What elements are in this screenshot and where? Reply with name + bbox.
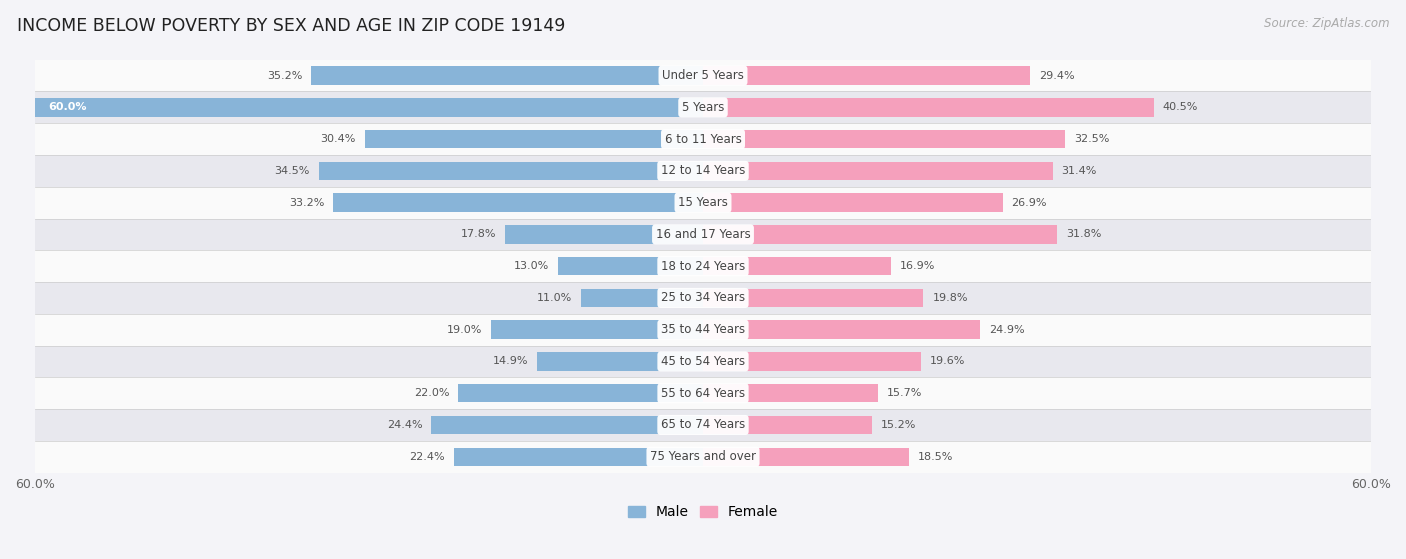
Bar [35, 219, 1371, 250]
Bar [703, 320, 980, 339]
Bar [35, 409, 1371, 441]
Bar [35, 155, 1371, 187]
Bar [703, 384, 877, 402]
Text: 18 to 24 Years: 18 to 24 Years [661, 260, 745, 273]
Bar [703, 67, 1031, 85]
Bar [703, 225, 1057, 244]
Text: 18.5%: 18.5% [918, 452, 953, 462]
Bar [35, 250, 1371, 282]
Bar [537, 352, 703, 371]
Bar [35, 123, 1371, 155]
Text: 35 to 44 Years: 35 to 44 Years [661, 323, 745, 336]
Text: 29.4%: 29.4% [1039, 70, 1074, 80]
Bar [35, 377, 1371, 409]
Text: 19.0%: 19.0% [447, 325, 482, 335]
Bar [492, 320, 703, 339]
Bar [364, 130, 703, 148]
Bar [458, 384, 703, 402]
Text: 19.6%: 19.6% [931, 357, 966, 367]
Bar [35, 282, 1371, 314]
Text: 19.8%: 19.8% [932, 293, 967, 303]
Bar [703, 352, 921, 371]
Text: 35.2%: 35.2% [267, 70, 302, 80]
Text: 24.4%: 24.4% [387, 420, 422, 430]
Text: 34.5%: 34.5% [274, 166, 309, 176]
Bar [703, 193, 1002, 212]
Bar [35, 187, 1371, 219]
Text: INCOME BELOW POVERTY BY SEX AND AGE IN ZIP CODE 19149: INCOME BELOW POVERTY BY SEX AND AGE IN Z… [17, 17, 565, 35]
Text: Source: ZipAtlas.com: Source: ZipAtlas.com [1264, 17, 1389, 30]
Text: Under 5 Years: Under 5 Years [662, 69, 744, 82]
Text: 15.7%: 15.7% [887, 388, 922, 398]
Legend: Male, Female: Male, Female [628, 505, 778, 519]
Bar [311, 67, 703, 85]
Text: 31.8%: 31.8% [1066, 229, 1101, 239]
Bar [319, 162, 703, 180]
Text: 11.0%: 11.0% [536, 293, 572, 303]
Bar [703, 162, 1053, 180]
Text: 26.9%: 26.9% [1011, 198, 1047, 207]
Text: 22.4%: 22.4% [409, 452, 444, 462]
Text: 45 to 54 Years: 45 to 54 Years [661, 355, 745, 368]
Bar [35, 98, 703, 117]
Text: 12 to 14 Years: 12 to 14 Years [661, 164, 745, 177]
Text: 22.0%: 22.0% [413, 388, 449, 398]
Text: 6 to 11 Years: 6 to 11 Years [665, 132, 741, 146]
Bar [703, 289, 924, 307]
Text: 13.0%: 13.0% [515, 261, 550, 271]
Bar [35, 441, 1371, 472]
Text: 65 to 74 Years: 65 to 74 Years [661, 419, 745, 432]
Text: 31.4%: 31.4% [1062, 166, 1097, 176]
Bar [432, 416, 703, 434]
Bar [703, 257, 891, 276]
Text: 75 Years and over: 75 Years and over [650, 450, 756, 463]
Bar [558, 257, 703, 276]
Text: 32.5%: 32.5% [1074, 134, 1109, 144]
Bar [35, 314, 1371, 345]
Text: 33.2%: 33.2% [290, 198, 325, 207]
Bar [333, 193, 703, 212]
Text: 24.9%: 24.9% [990, 325, 1025, 335]
Bar [703, 98, 1154, 117]
Bar [35, 60, 1371, 92]
Bar [581, 289, 703, 307]
Text: 15 Years: 15 Years [678, 196, 728, 209]
Bar [703, 448, 910, 466]
Text: 40.5%: 40.5% [1163, 102, 1198, 112]
Bar [703, 130, 1064, 148]
Bar [505, 225, 703, 244]
Bar [35, 345, 1371, 377]
Text: 17.8%: 17.8% [460, 229, 496, 239]
Text: 5 Years: 5 Years [682, 101, 724, 114]
Bar [703, 416, 872, 434]
Text: 14.9%: 14.9% [492, 357, 529, 367]
Text: 16 and 17 Years: 16 and 17 Years [655, 228, 751, 241]
Text: 60.0%: 60.0% [48, 102, 87, 112]
Text: 30.4%: 30.4% [321, 134, 356, 144]
Text: 25 to 34 Years: 25 to 34 Years [661, 291, 745, 305]
Text: 55 to 64 Years: 55 to 64 Years [661, 387, 745, 400]
Text: 16.9%: 16.9% [900, 261, 935, 271]
Bar [35, 92, 1371, 123]
Bar [454, 448, 703, 466]
Text: 15.2%: 15.2% [882, 420, 917, 430]
